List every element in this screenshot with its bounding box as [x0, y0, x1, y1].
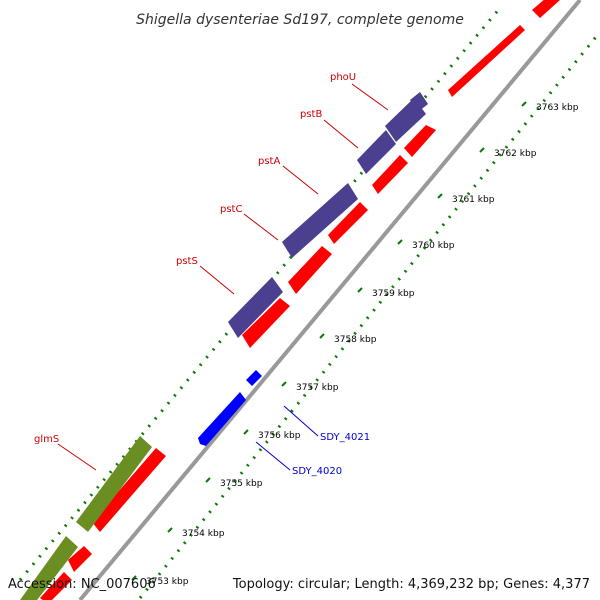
tick-label: 3763 kbp	[536, 103, 579, 113]
gene-label-connector	[323, 119, 359, 149]
tick-label: 3761 kbp	[452, 195, 495, 205]
cds-block	[92, 448, 166, 532]
cds-block	[448, 25, 525, 97]
glmS-block	[20, 536, 78, 600]
tick-mark	[167, 527, 173, 533]
pstC-block	[282, 183, 358, 258]
tick-label: 3757 kbp	[296, 383, 339, 393]
SDY_4020-block	[198, 392, 246, 446]
tick-mark	[205, 477, 211, 483]
tick-label: 3756 kbp	[258, 431, 301, 441]
sdy-track	[198, 370, 262, 446]
tick-label: 3758 kbp	[334, 335, 377, 345]
tick-mark	[281, 381, 287, 387]
tick-mark	[319, 333, 325, 339]
tick-dotted-lines	[18, 7, 600, 599]
cds-block	[372, 155, 408, 194]
tick-label: 3760 kbp	[412, 241, 455, 251]
gene-label-connector	[199, 265, 235, 295]
tick-mark	[357, 287, 363, 293]
cds-block	[404, 125, 436, 157]
SDY_4021-block	[246, 370, 262, 386]
tick-label: 3753 kbp	[146, 577, 189, 587]
gene-label: glmS	[34, 434, 59, 445]
tick-mark	[131, 575, 137, 581]
cds-block	[68, 546, 92, 572]
gene-label: phoU	[330, 72, 356, 83]
gene-label-connector	[57, 443, 97, 471]
phoU-block	[410, 92, 428, 112]
gene-label: pstS	[176, 256, 198, 267]
gene-label: pstA	[258, 156, 280, 167]
tick-label: 3754 kbp	[182, 529, 225, 539]
gene-label: SDY_4020	[292, 466, 342, 477]
cds-block	[40, 572, 72, 600]
cds-track	[40, 0, 560, 600]
tick-mark	[479, 147, 485, 153]
cds-block	[242, 298, 290, 348]
pstA-block	[357, 130, 396, 174]
cds-block	[532, 0, 560, 18]
pstB-block	[385, 98, 426, 142]
cds-block	[328, 202, 368, 244]
gene-labels: phoU pstB pstA pstC pstS glmS SDY_4021 SDY_4020	[34, 72, 389, 477]
glmS-block	[76, 436, 152, 532]
gene-label-connector	[283, 405, 319, 437]
gene-label-connector	[351, 83, 389, 111]
cds-block	[288, 246, 332, 294]
gene-label: SDY_4021	[320, 432, 370, 443]
tick-label: 3762 kbp	[494, 149, 537, 159]
gene-label-connector	[282, 165, 319, 195]
tick-mark	[397, 239, 403, 245]
summary-text: Topology: circular; Length: 4,369,232 bp…	[232, 577, 590, 592]
gene-label-connector	[243, 213, 279, 241]
outer-dotted-line	[138, 31, 600, 599]
map-title: Shigella dysenteriae Sd197, complete gen…	[136, 12, 464, 28]
gene-label-connector	[255, 441, 291, 471]
tick-mark	[521, 101, 527, 107]
tick-mark	[243, 429, 249, 435]
gene-label: pstB	[300, 109, 322, 120]
gene-label: pstC	[220, 204, 242, 215]
tick-mark	[437, 193, 443, 199]
tick-label: 3755 kbp	[220, 479, 263, 489]
genome-backbone	[78, 0, 582, 600]
pst-operon-track	[228, 92, 428, 338]
tick-label: 3759 kbp	[372, 289, 415, 299]
glmS-track	[20, 436, 152, 600]
accession-text: Accession: NC_007606	[8, 577, 156, 592]
tick-marks: 3753 kbp 3754 kbp 3755 kbp 3756 kbp 3757 kbp…	[131, 101, 579, 587]
pstS-block	[228, 277, 283, 338]
